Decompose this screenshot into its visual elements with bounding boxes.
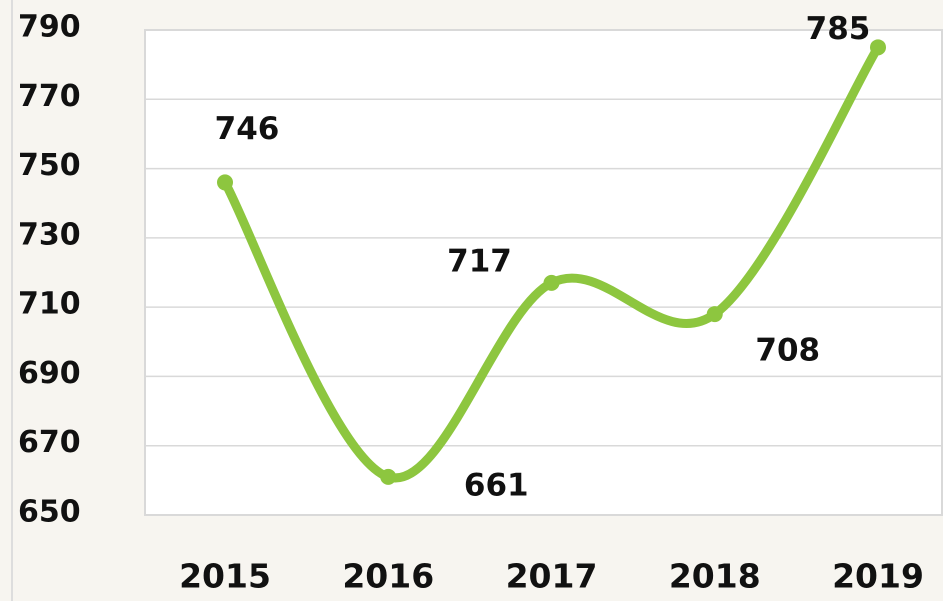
x-tick-label: 2018 — [669, 557, 761, 596]
data-label: 708 — [755, 333, 820, 369]
point — [706, 306, 723, 323]
data-label: 661 — [464, 467, 529, 503]
data-label: 785 — [806, 11, 871, 47]
y-tick-label: 730 — [18, 217, 81, 252]
point — [217, 174, 233, 191]
y-tick-label: 690 — [18, 356, 81, 391]
x-tick-label: 2019 — [832, 557, 924, 596]
point — [543, 274, 560, 291]
x-tick-label: 2016 — [342, 557, 434, 596]
point — [380, 468, 397, 485]
y-tick-label: 790 — [18, 10, 81, 45]
y-tick-label: 670 — [18, 425, 81, 460]
plot-area — [144, 29, 943, 516]
x-tick-label: 2015 — [179, 557, 271, 596]
data-label: 746 — [215, 111, 280, 147]
point — [870, 39, 886, 56]
x-tick-label: 2017 — [506, 557, 598, 596]
y-tick-label: 710 — [18, 287, 81, 322]
data-label: 717 — [447, 243, 512, 279]
y-tick-label: 770 — [18, 79, 81, 114]
y-tick-label: 750 — [18, 148, 81, 183]
y-tick-label: 650 — [18, 495, 81, 530]
